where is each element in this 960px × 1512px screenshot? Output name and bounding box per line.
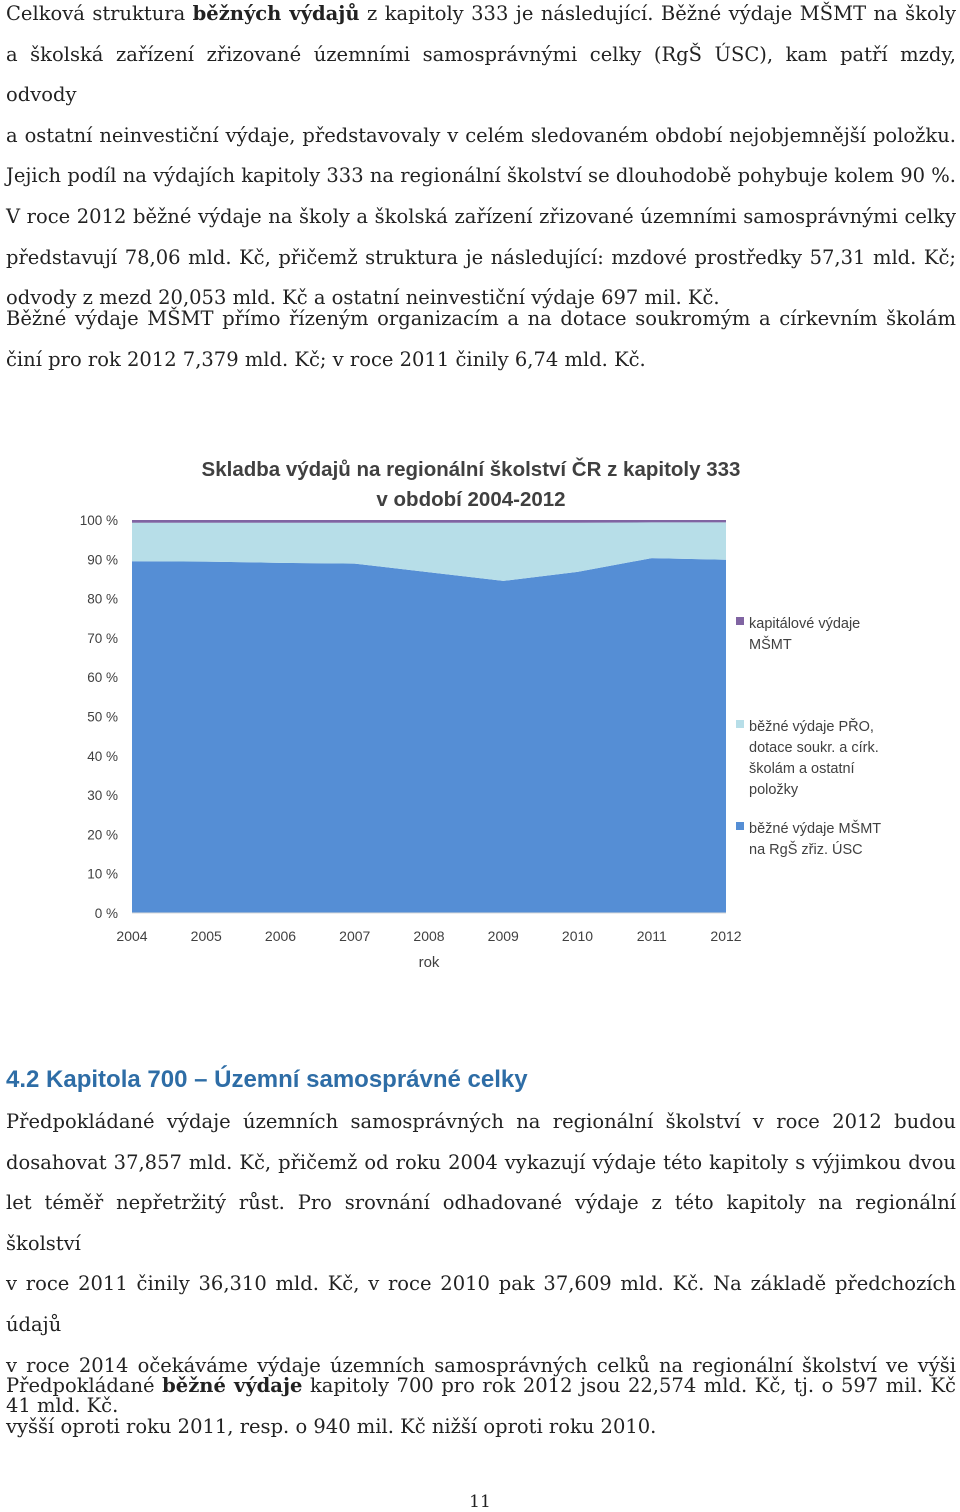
section-number: 4.2: [6, 1066, 40, 1093]
section-heading: 4.2 Kapitola 700 – Územní samosprávné ce…: [6, 1066, 528, 1094]
text-line: a ostatní neinvestiční výdaje, představo…: [6, 123, 956, 147]
x-tick-label: 2012: [710, 928, 741, 944]
area-series-2: [132, 522, 726, 581]
text-line: Celková struktura běžných výdajů z kapit…: [6, 2, 956, 25]
legend-swatch: [736, 822, 744, 830]
legend-label: běžné výdaje PŘO,: [749, 718, 874, 735]
chart-title: Skladba výdajů na regionální školství ČR…: [202, 457, 741, 511]
y-tick-label: 80 %: [87, 592, 118, 607]
x-tick-label: 2008: [413, 928, 444, 944]
text-line: a školská zařízení zřizované územními sa…: [6, 42, 956, 107]
y-tick-label: 90 %: [87, 552, 118, 567]
y-tick-label: 20 %: [87, 827, 118, 842]
x-tick-label: 2009: [488, 928, 519, 944]
legend-swatch: [736, 720, 744, 728]
fourth-paragraph: Předpokládané běžné výdaje kapitoly 700 …: [6, 1366, 956, 1447]
y-tick-label: 40 %: [87, 749, 118, 764]
y-tick-label: 50 %: [87, 710, 118, 725]
text-line: odvody z mezd 20,053 mld. Kč a ostatní n…: [6, 286, 720, 310]
section-title: Kapitola 700 – Územní samosprávné celky: [46, 1066, 528, 1093]
text-line: činí pro rok 2012 7,379 mld. Kč; v roce …: [6, 347, 646, 371]
legend-label: běžné výdaje MŠMT: [749, 820, 881, 837]
area-series-1: [132, 558, 726, 913]
intro-paragraph: Celková struktura běžných výdajů z kapit…: [6, 0, 956, 319]
text-line: v roce 2011 činily 36,310 mld. Kč, v roc…: [6, 1272, 956, 1336]
y-tick-label: 30 %: [87, 788, 118, 803]
text-line: dosahovat 37,857 mld. Kč, přičemž od rok…: [6, 1150, 956, 1174]
chart-title-line: v období 2004-2012: [376, 488, 565, 511]
text-line: Jejich podíl na výdajích kapitoly 333 na…: [6, 164, 956, 188]
x-axis: 2004 2005 2006 2007 2008 2009 2010 2011 2012: [116, 928, 741, 944]
legend-label: na RgŠ zřiz. ÚSC: [749, 841, 863, 858]
x-tick-label: 2010: [562, 928, 593, 944]
x-tick-label: 2007: [339, 928, 370, 944]
legend-label: dotace soukr. a círk.: [749, 740, 879, 756]
x-tick-label: 2005: [191, 928, 222, 944]
y-tick-label: 100 %: [80, 513, 118, 528]
text-line: vyšší oproti roku 2011, resp. o 940 mil.…: [6, 1414, 657, 1438]
x-tick-label: 2011: [637, 928, 667, 944]
y-tick-label: 70 %: [87, 631, 118, 646]
text-line: let téměř nepřetržitý růst. Pro srovnání…: [6, 1191, 956, 1255]
text-line: 41 mld. Kč.: [6, 1394, 119, 1418]
text-line: V roce 2012 běžné výdaje na školy a škol…: [6, 204, 956, 228]
legend-label: školám a ostatní: [749, 761, 855, 777]
third-paragraph: Předpokládané výdaje územních samosprávn…: [6, 1102, 956, 1427]
second-paragraph: Běžné výdaje MŠMT přímo řízeným organiza…: [6, 299, 956, 380]
text-line: v roce 2014 očekáváme výdaje územních sa…: [6, 1353, 956, 1377]
x-axis-label: rok: [419, 954, 440, 971]
y-axis: 0 % 10 % 20 % 30 % 40 % 50 % 60 % 70 % 80 % 90 % 1…: [80, 513, 118, 921]
page-number: 11: [469, 1492, 491, 1512]
chart-title-line: Skladba výdajů na regionální školství ČR…: [202, 457, 741, 481]
x-tick-label: 2004: [116, 928, 147, 944]
text-line: Předpokládané běžné výdaje kapitoly 700 …: [6, 1374, 956, 1397]
legend-label: MŠMT: [749, 636, 792, 653]
stacked-area-chart: Skladba výdajů na regionální školství ČR…: [80, 457, 882, 971]
y-tick-label: 10 %: [87, 867, 118, 882]
area-series-3: [132, 520, 726, 523]
y-tick-label: 0 %: [95, 906, 118, 921]
text-line: Předpokládané výdaje územních samosprávn…: [6, 1110, 956, 1133]
legend-swatch: [736, 617, 744, 625]
legend: kapitálové výdaje MŠMT běžné výdaje PŘO, do…: [736, 616, 881, 858]
text-line: Běžné výdaje MŠMT přímo řízeným organiza…: [6, 307, 956, 330]
y-tick-label: 60 %: [87, 670, 118, 685]
legend-label: položky: [749, 782, 799, 798]
x-tick-label: 2006: [265, 928, 296, 944]
text-line: představují 78,06 mld. Kč, přičemž struk…: [6, 245, 956, 269]
plot-areas: [132, 520, 726, 913]
legend-label: kapitálové výdaje: [749, 616, 860, 632]
